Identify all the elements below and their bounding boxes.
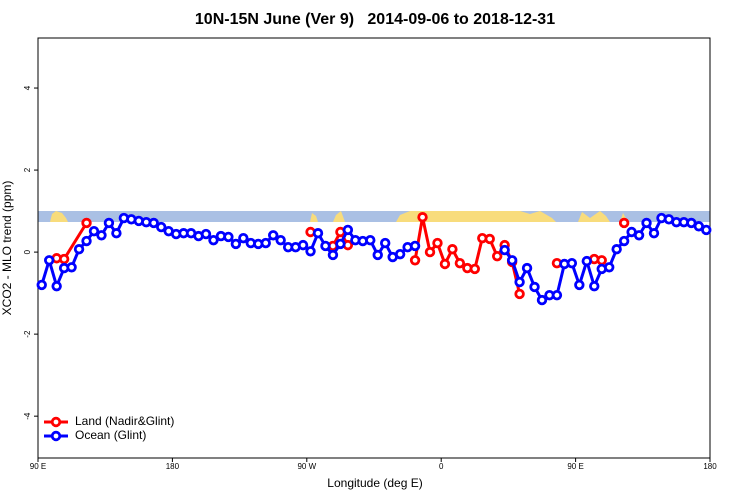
data-point (514, 276, 525, 288)
data-point (574, 279, 585, 291)
data-point (589, 280, 600, 292)
data-point (66, 262, 77, 273)
data-point (268, 230, 279, 241)
data-point (51, 280, 62, 292)
data-point (536, 294, 548, 306)
data-point (432, 237, 443, 249)
data-point (44, 255, 55, 266)
data-point (618, 235, 630, 247)
plot-frame (37, 37, 711, 459)
data-point (335, 238, 346, 250)
data-point (506, 255, 518, 266)
data-point (417, 212, 428, 223)
data-point (238, 232, 249, 244)
data-point (633, 230, 645, 241)
data-point (529, 281, 540, 293)
data-point (551, 289, 563, 301)
data-point (81, 217, 92, 229)
data-point (103, 217, 115, 229)
data-point (596, 255, 607, 266)
data-point (208, 235, 219, 246)
data-point (73, 244, 85, 255)
data-point (223, 231, 234, 243)
data-point (499, 244, 510, 256)
data-point (380, 237, 391, 249)
y-axis-title: XCO2 - MLO trend (ppm) (0, 181, 14, 316)
data-point (312, 228, 324, 239)
y-tick-label: -4 (23, 412, 32, 420)
data-point (514, 288, 525, 300)
data-point (200, 228, 212, 240)
data-point (230, 238, 242, 250)
data-point (581, 255, 592, 267)
data-point (342, 224, 354, 236)
data-point (320, 240, 331, 252)
data-point (148, 217, 159, 229)
data-point (297, 239, 309, 251)
y-tick-label: -2 (23, 330, 32, 338)
data-point (155, 221, 167, 233)
x-tick-label: 90 W (297, 462, 316, 471)
data-point (604, 262, 615, 273)
chart-title: 10N-15N June (Ver 9) 2014-09-06 to 2018-… (195, 11, 555, 28)
data-point (327, 249, 339, 261)
data-point (372, 249, 383, 261)
data-point (521, 262, 533, 274)
x-axis-title: Longitude (deg E) (327, 476, 422, 490)
y-tick-label: 0 (23, 249, 32, 254)
y-tick-label: 4 (23, 85, 32, 90)
y-tick-label: 2 (23, 167, 32, 172)
data-point (58, 253, 70, 265)
data-point (454, 257, 466, 269)
data-point (275, 235, 286, 246)
x-tick-label: 0 (439, 462, 444, 471)
data-point (701, 224, 712, 236)
data-point (305, 246, 316, 257)
ocean-band (38, 211, 710, 222)
data-point (88, 225, 100, 237)
data-point (424, 246, 436, 258)
data-point (648, 228, 660, 239)
data-point (492, 251, 503, 262)
data-point (365, 235, 376, 246)
data-point (36, 279, 47, 291)
data-point (484, 233, 495, 245)
data-point (469, 263, 480, 275)
x-tick-label: 90 E (30, 462, 46, 471)
data-point (693, 221, 704, 232)
data-point (394, 248, 406, 260)
land-mask (50, 211, 628, 222)
data-point (260, 237, 271, 249)
data-point (439, 258, 451, 270)
data-point (409, 240, 421, 252)
data-point (611, 244, 622, 255)
legend-label: Land (Nadir&Glint) (75, 414, 174, 428)
data-point (566, 257, 578, 269)
x-tick-label: 90 E (567, 462, 583, 471)
legend-marker (50, 416, 62, 428)
legend-marker (50, 430, 62, 442)
x-tick-label: 180 (703, 462, 717, 471)
data-point (96, 230, 107, 241)
x-tick-label: 180 (166, 462, 180, 471)
data-point (111, 228, 122, 239)
data-point (447, 244, 458, 255)
data-point (641, 217, 652, 229)
data-point (618, 217, 630, 229)
legend-label: Ocean (Glint) (75, 428, 146, 442)
data-point (81, 235, 92, 247)
data-point (409, 255, 421, 266)
